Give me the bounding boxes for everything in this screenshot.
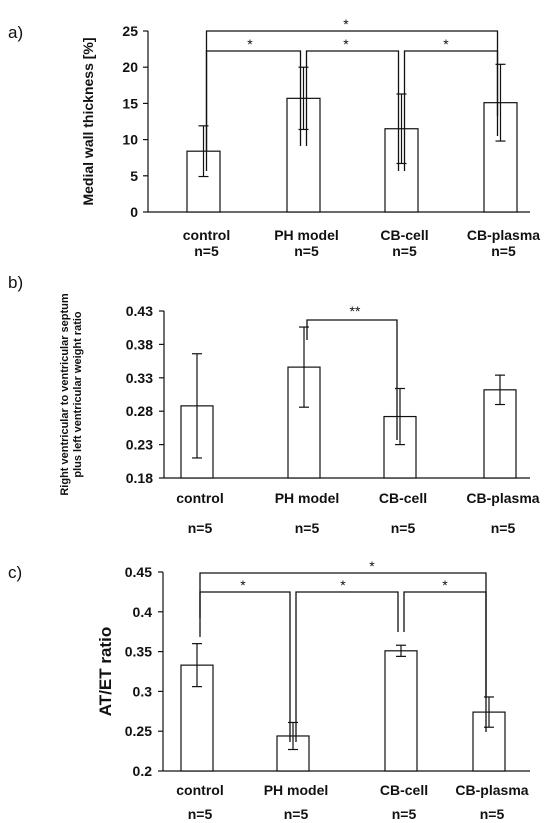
significance-label: * [343,36,349,52]
y-tick-label: 0.35 [125,644,152,660]
x-tick-label: CB-plasma [455,782,528,798]
bar [384,650,418,772]
y-tick-label: 0.23 [126,437,153,453]
x-tick-label: PH model [274,227,339,243]
significance-label: * [247,36,253,52]
chart-panel-a: a) 0 5 10 15 20 25 Medial wall thickness [%] con… [8,16,540,259]
n-label: n=5 [188,806,213,822]
n-label: n=5 [480,806,505,822]
y-axis-label: AT/ET ratio [96,627,115,716]
n-label: n=5 [392,243,417,259]
y-tick-label: 15 [122,95,138,111]
panel-label: a) [8,23,23,42]
significance-bracket [205,50,302,171]
x-tick-label: CB-cell [379,490,427,506]
x-tick-label: control [176,490,223,506]
n-label: n=5 [392,806,417,822]
significance-bracket [305,50,400,171]
panel-label: c) [8,563,22,582]
significance-label: * [442,577,448,593]
y-tick-label: 0.25 [125,723,152,739]
significance-label: * [340,577,346,593]
x-tick-label: CB-plasma [466,490,539,506]
y-tick-label: 0.4 [133,604,153,620]
y-tick-label: 0.38 [126,336,153,352]
n-label: n=5 [491,243,516,259]
y-tick-label: 0.2 [133,763,153,779]
y-tick-label: 0 [130,204,138,220]
y-tick-label: 0.33 [126,370,153,386]
y-tick-label: 0.43 [126,303,153,319]
n-label: n=5 [391,520,416,536]
significance-bracket [295,591,399,742]
y-axis-label: Medial wall thickness [%] [80,37,96,205]
n-label: n=5 [491,520,516,536]
x-tick-label: CB-cell [380,227,428,243]
x-tick-label: control [176,782,223,798]
x-tick-label: PH model [275,490,340,506]
bar [384,128,419,213]
y-tick-label: 0.18 [126,470,153,486]
y-tick-label: 5 [130,168,138,184]
n-label: n=5 [284,806,309,822]
y-tick-label: 0.3 [133,683,153,699]
y-tick-label: 0.45 [125,564,152,580]
y-tick-label: 25 [122,23,138,39]
y-tick-label: 0.28 [126,403,153,419]
significance-bracket [306,319,398,440]
n-label: n=5 [295,520,320,536]
x-tick-label: control [183,227,230,243]
significance-bracket [205,30,499,151]
n-label: n=5 [194,243,219,259]
y-axis-label: Right ventricular to ventricular septum [59,293,71,496]
significance-label: * [240,577,246,593]
y-tick-label: 10 [122,132,138,148]
significance-label: * [343,16,349,32]
significance-label: * [443,36,449,52]
chart-panel-c: c) 0.2 0.25 0.3 0.35 0.4 0.45 AT/ET ratio contro… [8,558,530,822]
significance-label: * [369,558,375,574]
chart-panel-b: b) 0.18 0.23 0.28 0.33 0.38 0.43 Right ventricu… [8,273,540,536]
x-tick-label: PH model [264,782,329,798]
x-tick-label: CB-cell [380,782,428,798]
y-tick-label: 20 [122,59,138,75]
significance-label: ** [350,303,361,319]
panel-label: b) [8,273,23,292]
x-tick-label: CB-plasma [467,227,540,243]
n-label: n=5 [294,243,319,259]
significance-bracket [199,572,487,698]
y-axis-label: plus left ventricular weight ratio [72,311,84,478]
n-label: n=5 [188,520,213,536]
